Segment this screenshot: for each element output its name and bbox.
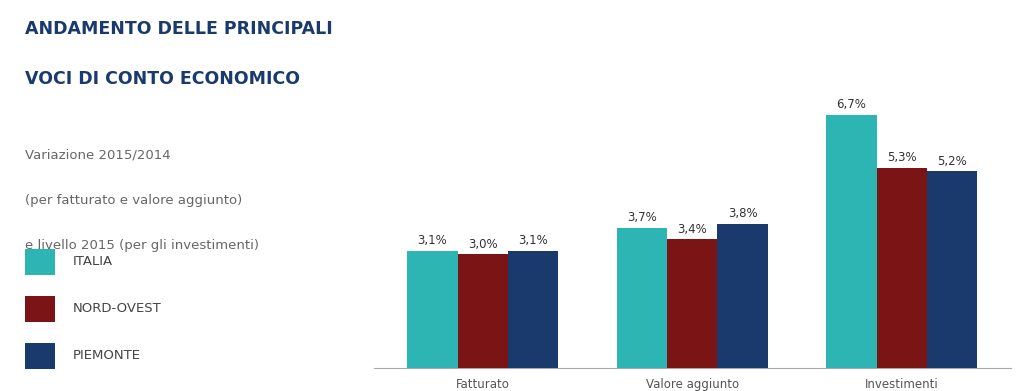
Bar [718, 224, 768, 368]
Bar [508, 251, 558, 368]
Text: 3,0%: 3,0% [468, 238, 498, 251]
Text: PIEMONTE: PIEMONTE [73, 349, 140, 362]
Text: 3,8%: 3,8% [728, 208, 758, 221]
Text: ANDAMENTO DELLE PRINCIPALI: ANDAMENTO DELLE PRINCIPALI [26, 20, 333, 38]
Text: ITALIA: ITALIA [73, 255, 113, 269]
Text: 5,3%: 5,3% [887, 151, 916, 164]
Bar [877, 168, 927, 368]
Text: VOCI DI CONTO ECONOMICO: VOCI DI CONTO ECONOMICO [26, 70, 300, 88]
Text: 3,4%: 3,4% [677, 222, 708, 235]
Text: 3,7%: 3,7% [627, 211, 656, 224]
Text: NORD-OVEST: NORD-OVEST [73, 302, 162, 316]
Text: 3,1%: 3,1% [418, 234, 447, 247]
Text: 6,7%: 6,7% [837, 98, 866, 111]
FancyBboxPatch shape [26, 249, 54, 274]
FancyBboxPatch shape [26, 343, 54, 368]
Text: (per fatturato e valore aggiunto): (per fatturato e valore aggiunto) [26, 194, 243, 206]
Text: Variazione 2015/2014: Variazione 2015/2014 [26, 149, 171, 161]
Text: 3,1%: 3,1% [518, 234, 548, 247]
Bar [408, 251, 458, 368]
FancyBboxPatch shape [26, 296, 54, 321]
Bar [826, 115, 877, 368]
Text: e livello 2015 (per gli investimenti): e livello 2015 (per gli investimenti) [26, 239, 259, 251]
Bar [927, 171, 977, 368]
Bar [667, 239, 718, 368]
Bar [616, 228, 667, 368]
Text: 5,2%: 5,2% [937, 154, 967, 168]
Bar [458, 255, 508, 368]
